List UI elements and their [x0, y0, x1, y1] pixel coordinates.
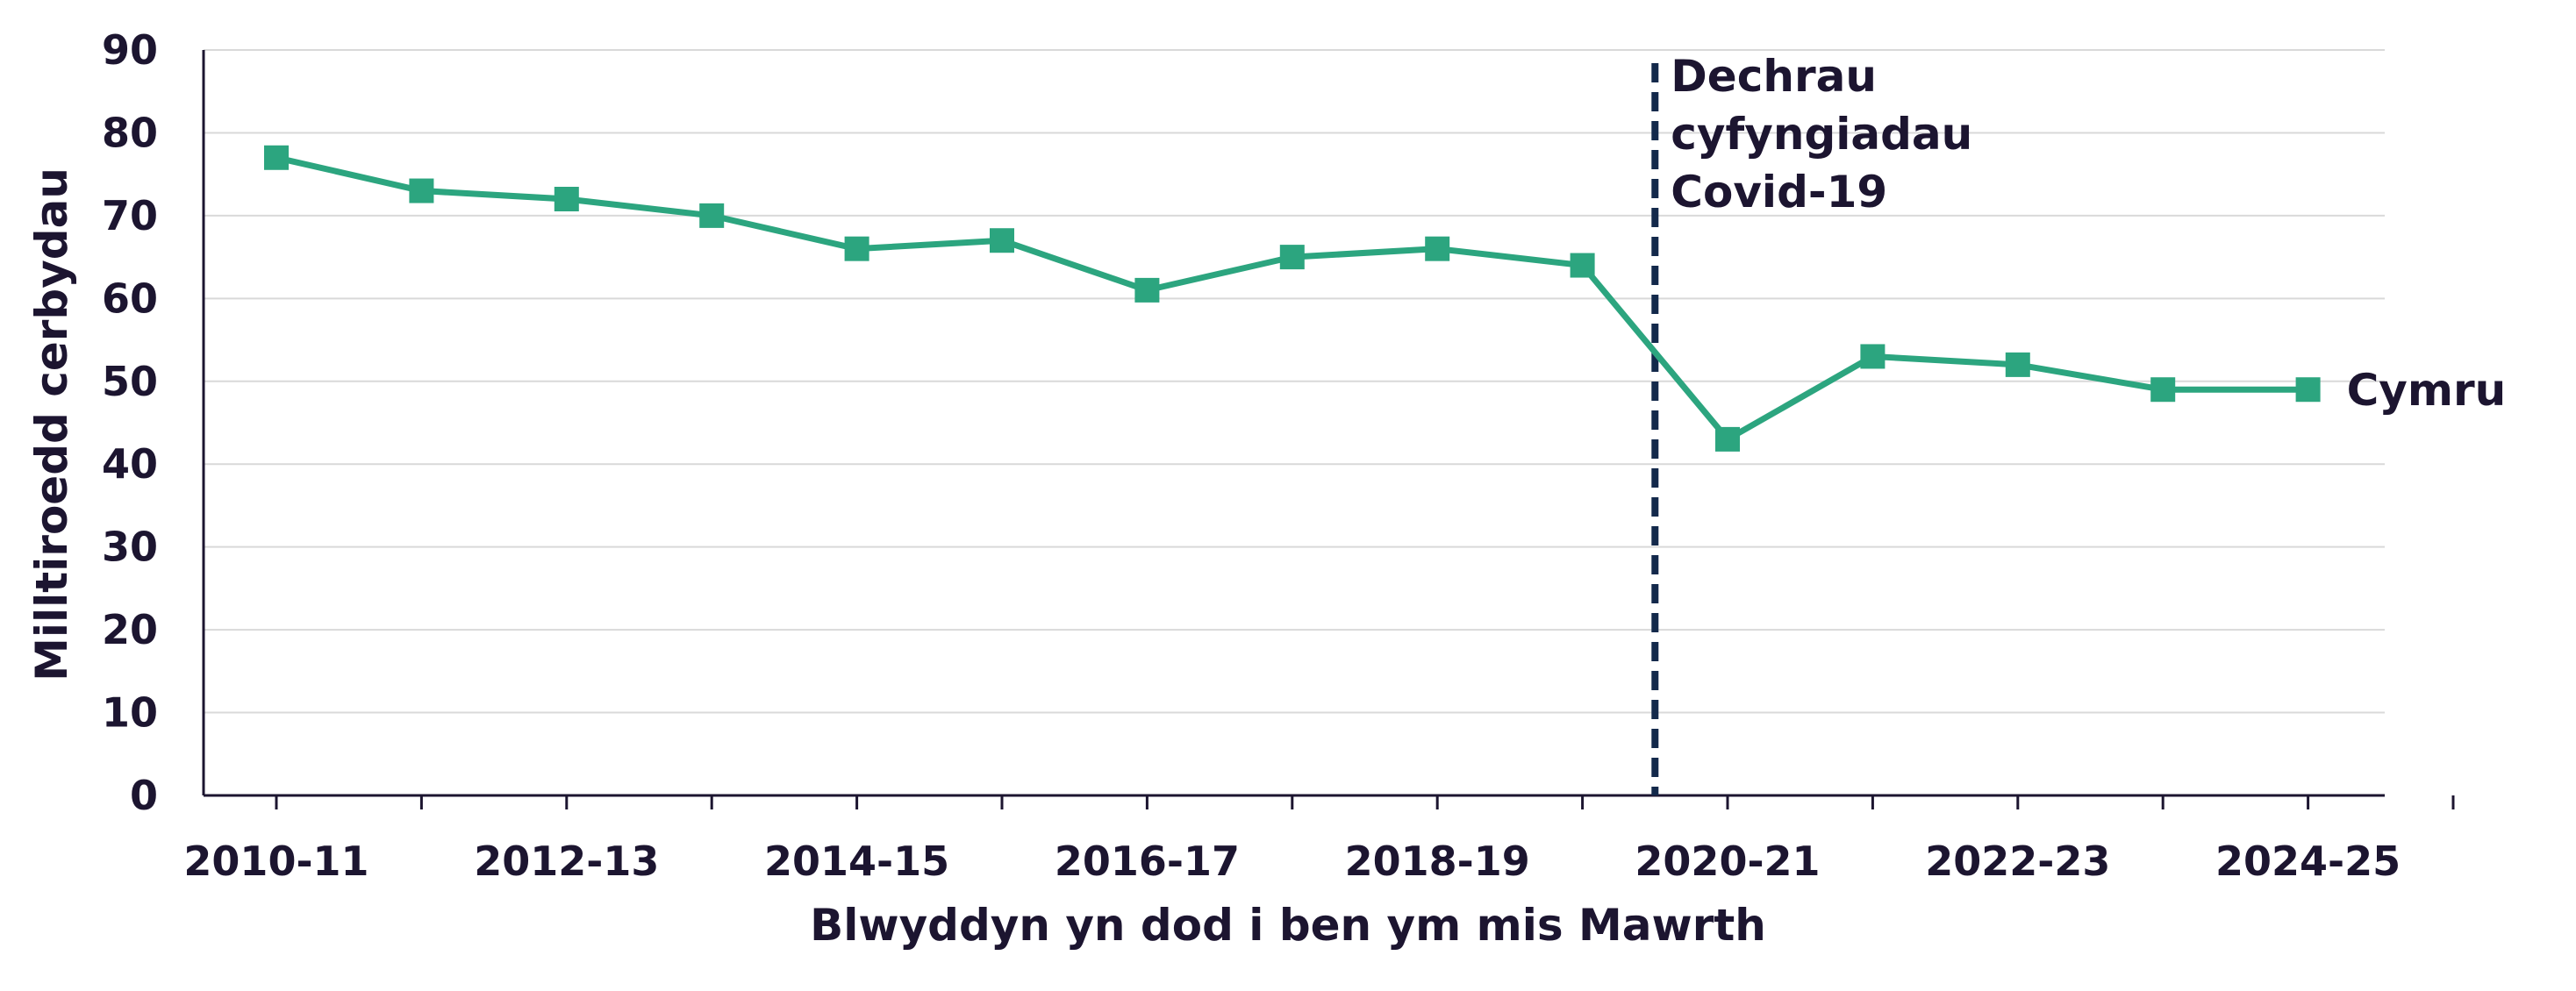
x-tick-label: 2016-17 [1055, 838, 1240, 885]
y-tick-label: 10 [102, 689, 158, 737]
x-tick-label: 2010-11 [183, 838, 369, 885]
y-tick-label: 30 [102, 524, 158, 571]
covid-annotation-line: cyfyngiadau [1671, 109, 1972, 160]
data-point-marker [1425, 236, 1450, 261]
covid-annotation-line: Dechrau [1671, 51, 1877, 102]
data-point-marker [409, 178, 434, 203]
data-point-marker [1570, 253, 1595, 278]
data-point-marker [1134, 277, 1160, 303]
x-tick-labels: 2010-11 2012-13 2014-15 2016-17 2018-19 2020-… [183, 838, 2401, 885]
y-tick-label: 40 [102, 440, 158, 488]
data-point-marker [1860, 344, 1885, 369]
y-tick-labels: 0 10 20 30 40 50 60 70 80 90 [102, 26, 158, 819]
data-point-marker [2150, 377, 2176, 403]
data-point-marker [844, 236, 869, 261]
x-axis-title: Blwyddyn yn dod i ben ym mis Mawrth [810, 900, 1766, 951]
y-tick-label: 60 [102, 274, 158, 322]
data-point-marker [699, 203, 725, 228]
x-tick-label: 2024-25 [2215, 838, 2401, 885]
y-axis-title: Milltiroedd cerbydau [26, 168, 77, 681]
series-label: Cymru [2347, 365, 2507, 416]
data-point-marker [264, 145, 289, 170]
gridlines [204, 49, 2385, 714]
data-point-marker [2005, 352, 2030, 377]
data-point-marker [1715, 426, 1740, 452]
y-tick-label: 0 [130, 772, 158, 819]
data-point-marker [2295, 377, 2321, 403]
data-point-marker [990, 228, 1014, 253]
x-tick-label: 2014-15 [764, 838, 949, 885]
y-tick-label: 50 [102, 358, 158, 405]
series-cymru: Cymru [264, 145, 2507, 452]
covid-annotation: Dechrau cyfyngiadau Covid-19 [1651, 51, 1972, 795]
x-tick-label: 2018-19 [1345, 838, 1530, 885]
y-tick-label: 90 [102, 26, 158, 74]
y-tick-label: 70 [102, 192, 158, 239]
x-tick-label: 2020-21 [1635, 838, 1820, 885]
y-tick-label: 80 [102, 109, 158, 156]
axes [202, 50, 2455, 809]
data-point-marker [554, 187, 579, 211]
y-tick-label: 20 [102, 606, 158, 653]
data-point-marker [1279, 245, 1305, 270]
x-tick-label: 2022-23 [1925, 838, 2110, 885]
x-tick-label: 2012-13 [474, 838, 659, 885]
covid-annotation-line: Covid-19 [1671, 167, 1887, 217]
